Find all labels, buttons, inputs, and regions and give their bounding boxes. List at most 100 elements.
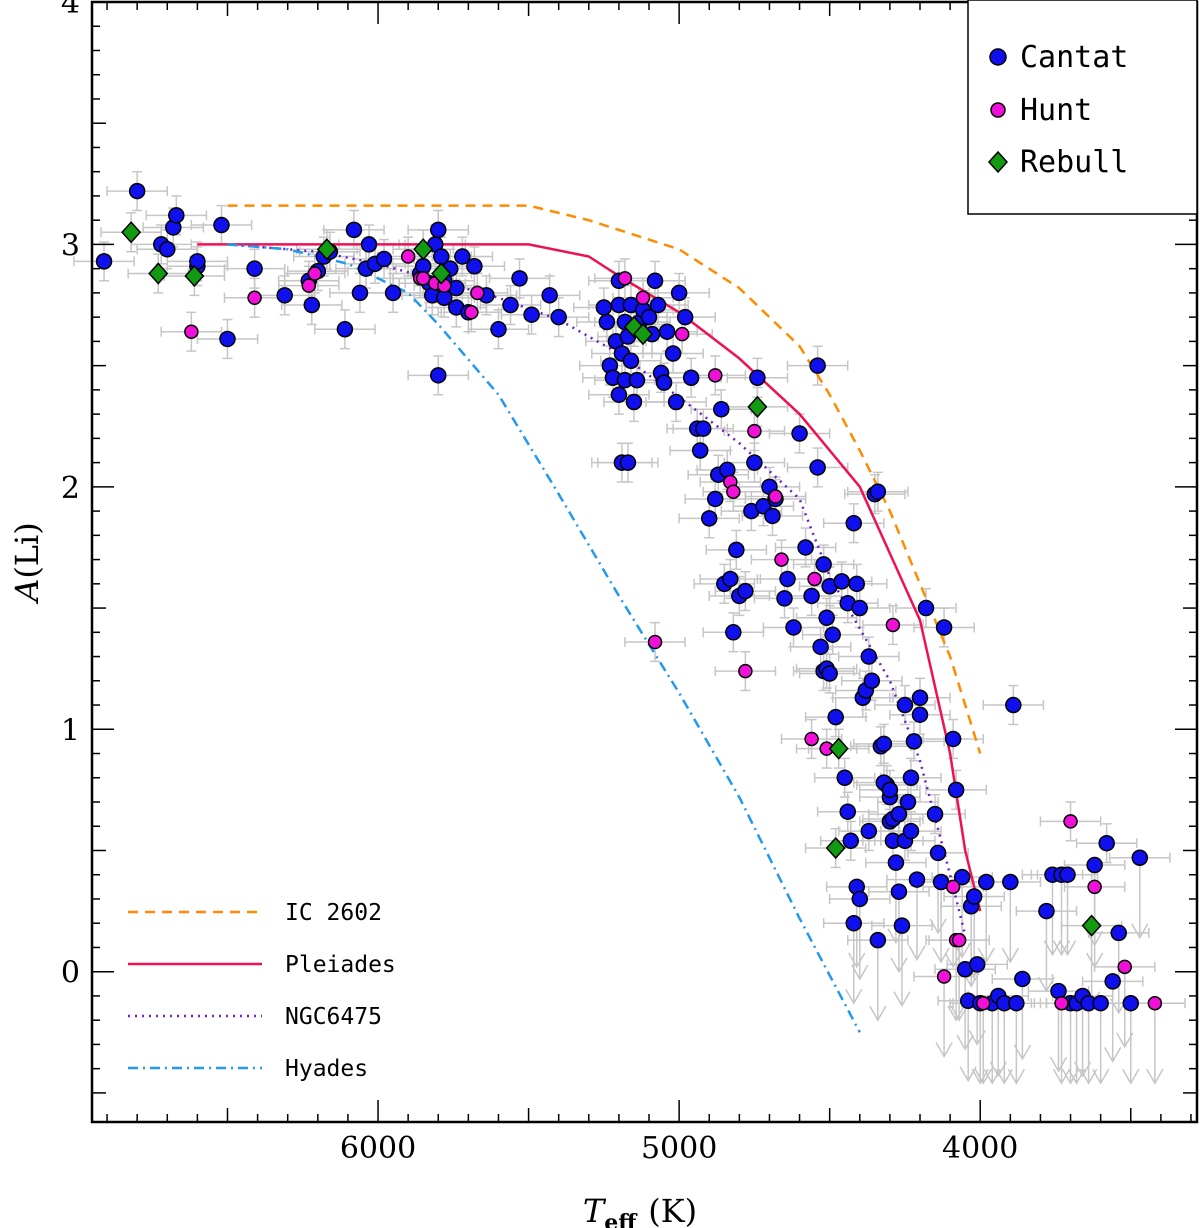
cantat-point: [454, 248, 471, 265]
legend-box: [967, 0, 1198, 215]
cantat-point: [887, 854, 905, 871]
cantat-point: [345, 221, 363, 239]
hunt-point: [747, 423, 762, 439]
upper-limit-arrowhead: [890, 957, 908, 974]
cantat-point: [869, 483, 887, 500]
legend-label-hyades: Hyades: [285, 1056, 368, 1082]
cantat-point: [1002, 873, 1019, 891]
cantat-point: [905, 733, 923, 750]
legend-label-cantat: Cantat: [1020, 40, 1128, 75]
upper-limit-arrowhead: [971, 1068, 989, 1085]
hunt-point: [1117, 959, 1132, 975]
cantat-point: [691, 442, 709, 459]
upper-limit-arrowhead: [950, 1005, 968, 1022]
cantat-point: [935, 619, 953, 636]
cantat-point: [1131, 849, 1149, 867]
cantat-point: [1059, 866, 1076, 883]
legend-label-hunt: Hunt: [1020, 93, 1092, 128]
upper-limit-arrowhead: [869, 1005, 887, 1022]
upper-limit-arrowhead: [1049, 1056, 1068, 1073]
hunt-point: [936, 969, 952, 984]
cantat-point: [824, 626, 841, 643]
upper-limit-arrowhead: [1058, 940, 1077, 957]
upper-limit-arrowhead: [1104, 1047, 1122, 1063]
upper-limit-arrowhead: [932, 947, 950, 964]
legend-marker-rebull: [987, 150, 1009, 174]
hunt-point: [945, 879, 961, 895]
hunt-point: [774, 552, 789, 567]
upper-limit-arrowhead: [974, 1068, 992, 1085]
cantat-point: [965, 888, 983, 905]
upper-limit-arrowhead: [1092, 1068, 1110, 1085]
cantat-point: [430, 221, 447, 239]
upper-limit-arrowhead: [851, 964, 869, 981]
cantat-point: [833, 573, 850, 590]
hunt-point: [617, 271, 633, 286]
legend-label-ic2602: IC 2602: [285, 900, 382, 926]
cantat-point: [785, 619, 802, 636]
hunt-point: [470, 285, 485, 301]
hunt-point: [708, 368, 723, 383]
data-points: [95, 182, 1163, 1012]
cantat-point: [351, 284, 369, 302]
cantat-point: [968, 956, 986, 973]
cantat-point: [1098, 834, 1115, 852]
cantat-point: [926, 805, 944, 823]
cantat-point: [713, 401, 730, 418]
upper-limit-arrowhead: [908, 945, 926, 962]
cantat-point: [466, 257, 483, 275]
rebull-point: [184, 264, 205, 288]
cantat-point: [700, 510, 718, 527]
cantat-point: [246, 260, 263, 277]
hunt-point: [247, 290, 262, 306]
cantat-point: [655, 374, 673, 391]
cantat-point: [911, 689, 929, 707]
cantat-point: [1038, 902, 1055, 920]
cantat-point: [1122, 994, 1140, 1012]
cantat-point: [728, 541, 745, 559]
hunt-point: [647, 634, 663, 650]
y-tick-label: 2: [61, 471, 80, 506]
cantat-point: [812, 638, 829, 656]
cantat-point: [219, 330, 236, 348]
cantat-point: [977, 873, 995, 891]
cantat-point: [827, 708, 844, 726]
cantat-point: [929, 844, 947, 862]
cantat-point: [303, 296, 321, 314]
upper-limit-arrowhead: [977, 947, 995, 964]
cantat-point: [860, 822, 878, 840]
cantat-point: [640, 308, 658, 326]
hunt-point: [307, 266, 323, 281]
cantat-point: [836, 769, 853, 787]
hunt-point: [975, 995, 991, 1011]
upper-limit-arrowhead: [1007, 1068, 1025, 1085]
cantat-point: [791, 425, 808, 442]
cantat-point: [737, 582, 754, 600]
cantat-point: [839, 803, 856, 820]
upper-limit-arrowhead: [1001, 947, 1019, 964]
legend-marker-cantat: [989, 48, 1007, 66]
cantat-point: [682, 369, 700, 387]
axis-ticks: 0 1 2 3 4 6000 5000 4000: [61, 0, 1197, 1166]
y-tick-label: 3: [61, 228, 80, 263]
rebull-point: [828, 737, 849, 760]
cantat-point: [776, 590, 793, 607]
hunt-point: [768, 489, 783, 504]
cantat-point: [764, 507, 781, 525]
hunt-point: [674, 326, 690, 342]
rebull-point: [1081, 914, 1102, 937]
rebull-point: [148, 262, 169, 285]
upper-limit-arrowhead: [1043, 940, 1062, 957]
cantat-point: [1005, 696, 1022, 714]
cantat-point: [95, 253, 113, 270]
hunt-point: [804, 731, 819, 747]
hunt-point: [738, 663, 753, 679]
upper-limit-arrowhead: [848, 952, 866, 969]
cantat-point: [809, 357, 826, 374]
cantat-point: [523, 306, 540, 323]
model-line-pleiades: [197, 243, 982, 912]
cantat-point: [1008, 994, 1025, 1012]
cantat-point: [803, 587, 820, 605]
cantat-point: [845, 914, 863, 932]
